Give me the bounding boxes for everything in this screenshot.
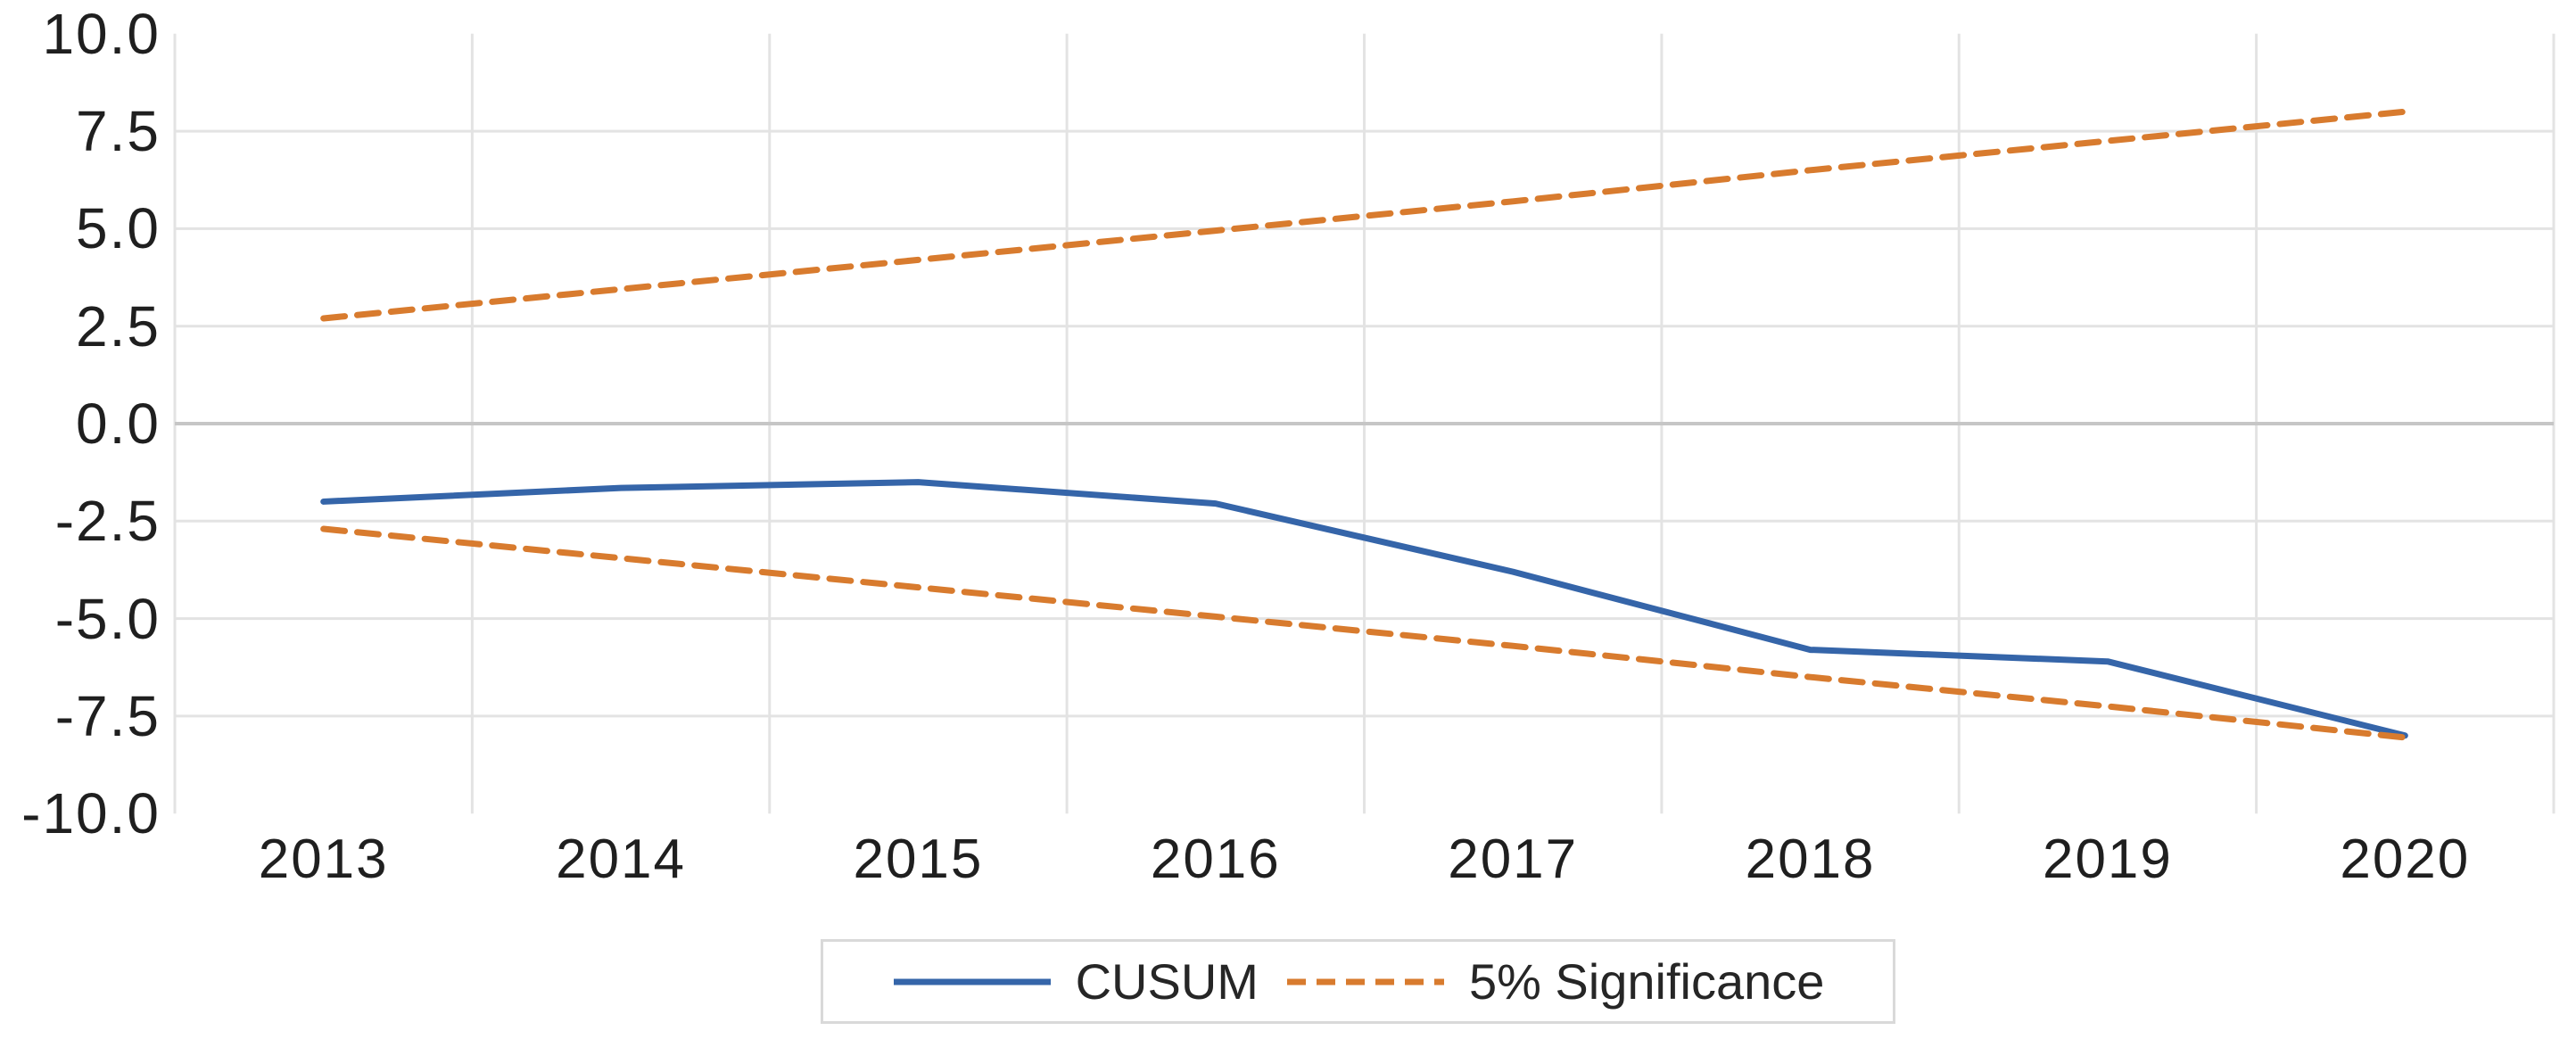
legend-item-cusum: CUSUM bbox=[892, 952, 1259, 1010]
x-tick-label: 2017 bbox=[1448, 829, 1579, 890]
y-tick-label: -7.5 bbox=[54, 683, 161, 748]
y-tick-label: -2.5 bbox=[54, 489, 161, 554]
x-tick-label: 2019 bbox=[2042, 829, 2173, 890]
y-tick-label: -10.0 bbox=[21, 781, 161, 846]
x-tick-label: 2020 bbox=[2340, 829, 2471, 890]
x-tick-label: 2016 bbox=[1150, 829, 1281, 890]
y-tick-label: 10.0 bbox=[42, 1, 161, 66]
y-tick-label: 5.0 bbox=[76, 196, 161, 261]
legend: CUSUM 5% Significance bbox=[821, 939, 1895, 1024]
legend-item-significance: 5% Significance bbox=[1285, 952, 1824, 1010]
x-tick-label: 2015 bbox=[853, 829, 984, 890]
y-tick-label: 7.5 bbox=[76, 99, 161, 164]
legend-label-cusum: CUSUM bbox=[1075, 953, 1259, 1010]
series-line-5-significance-lower- bbox=[320, 525, 2408, 741]
significance-line-swatch bbox=[1286, 978, 1444, 985]
y-tick-label: 2.5 bbox=[76, 293, 161, 359]
x-tick-label: 2018 bbox=[1745, 829, 1876, 890]
series-line-5-significance-upper- bbox=[320, 108, 2408, 322]
x-tick-label: 2014 bbox=[556, 829, 687, 890]
data-series-lines bbox=[320, 108, 2408, 741]
horizontal-gridlines bbox=[175, 129, 2554, 718]
y-tick-label: 0.0 bbox=[76, 392, 161, 456]
x-tick-label: 2013 bbox=[258, 829, 389, 890]
legend-label-significance: 5% Significance bbox=[1468, 953, 1825, 1010]
series-line-cusum bbox=[320, 479, 2408, 739]
cusum-line-swatch bbox=[893, 978, 1051, 985]
y-tick-label: -5.0 bbox=[54, 586, 161, 651]
